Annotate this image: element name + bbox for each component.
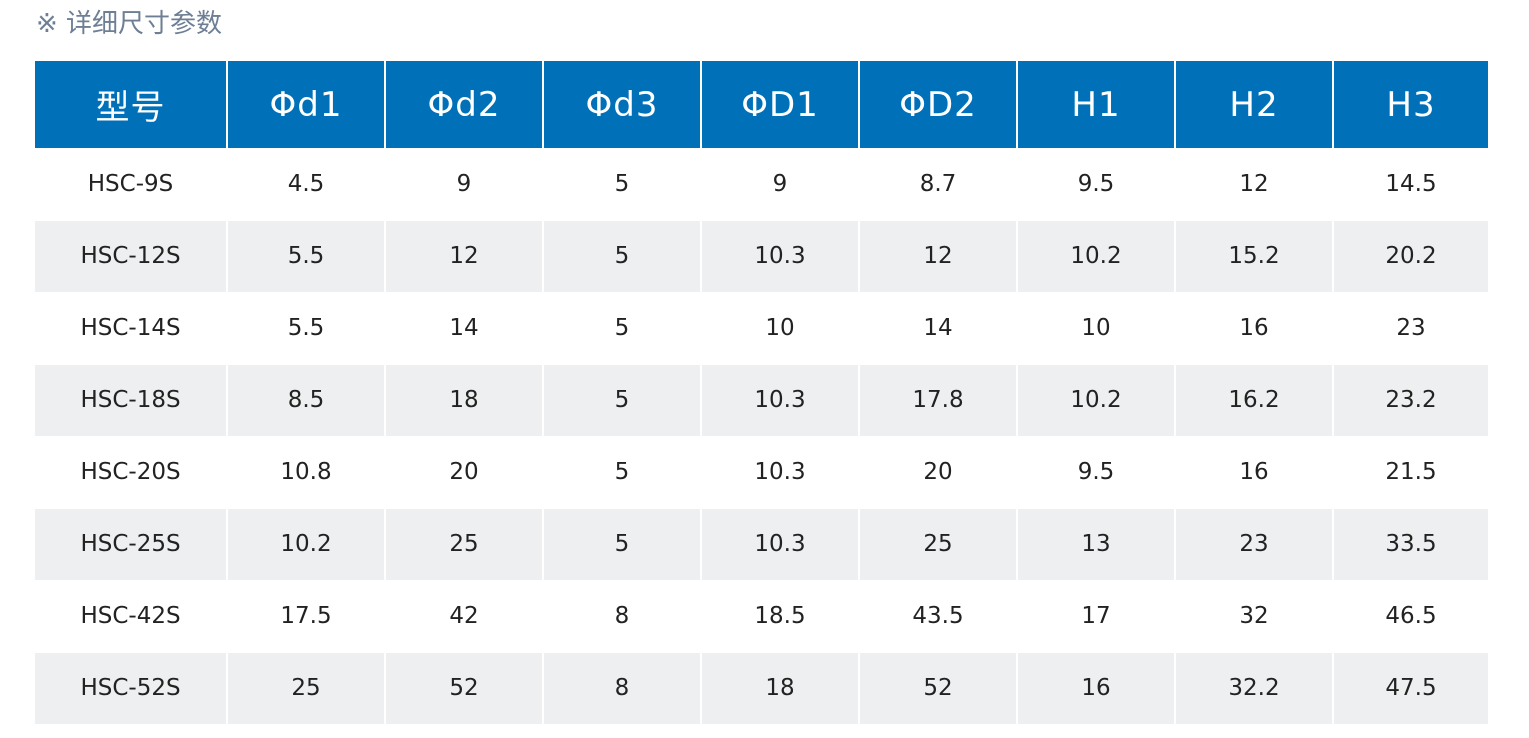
table-row: HSC-20S 10.8 20 5 10.3 20 9.5 16 21.5 [35,436,1488,508]
table-cell: 42 [384,580,543,652]
table-cell: 9 [700,148,859,220]
table-cell: 14 [858,292,1017,364]
header-cell-d1: Φd1 [226,61,385,148]
table-cell: 16 [1174,436,1333,508]
table-cell: 23 [1174,507,1333,581]
table-cell: 18.5 [700,580,859,652]
table-cell: 10.3 [700,363,859,437]
table-cell: 5 [542,436,701,508]
table-cell: 5 [542,292,701,364]
table-cell: HSC-25S [35,507,227,581]
header-cell-D1: ΦD1 [700,61,859,148]
table-cell: 8.7 [858,148,1017,220]
table-cell: 23.2 [1332,363,1488,437]
table-cell: HSC-18S [35,363,227,437]
table-cell: 10.8 [226,436,385,508]
header-cell-d2: Φd2 [384,61,543,148]
table-cell: 43.5 [858,580,1017,652]
table-cell: 16 [1016,651,1175,725]
table-row: HSC-9S 4.5 9 5 9 8.7 9.5 12 14.5 [35,148,1488,220]
table-cell: 17 [1016,580,1175,652]
table-cell: 9.5 [1016,148,1175,220]
table-cell: HSC-9S [35,148,227,220]
table-cell: 25 [226,651,385,725]
table-row: HSC-52S 25 52 8 18 52 16 32.2 47.5 [35,651,1488,725]
table-row: HSC-42S 17.5 42 8 18.5 43.5 17 32 46.5 [35,580,1488,652]
table-cell: 33.5 [1332,507,1488,581]
table-cell: 16.2 [1174,363,1333,437]
table-cell: 15.2 [1174,219,1333,293]
table-cell: 12 [1174,148,1333,220]
table-cell: 21.5 [1332,436,1488,508]
table-cell: 10.3 [700,219,859,293]
table-cell: 10.3 [700,507,859,581]
table-cell: 12 [384,219,543,293]
table-cell: 9.5 [1016,436,1175,508]
table-cell: 8 [542,580,701,652]
table-cell: 20 [858,436,1017,508]
table-cell: 25 [384,507,543,581]
table-cell: 16 [1174,292,1333,364]
table-header-row: 型号 Φd1 Φd2 Φd3 ΦD1 ΦD2 H1 H2 H3 [35,61,1488,148]
table-cell: 14.5 [1332,148,1488,220]
table-cell: 25 [858,507,1017,581]
table-cell: 10.2 [226,507,385,581]
header-cell-h1: H1 [1016,61,1175,148]
table-cell: 12 [858,219,1017,293]
table-cell: 32.2 [1174,651,1333,725]
table-cell: 17.8 [858,363,1017,437]
table-cell: 10.2 [1016,219,1175,293]
table-cell: 52 [858,651,1017,725]
table-cell: 10.2 [1016,363,1175,437]
table-cell: 18 [700,651,859,725]
header-cell-model: 型号 [35,61,227,148]
table-cell: 47.5 [1332,651,1488,725]
header-cell-d3: Φd3 [542,61,701,148]
table-cell: 8.5 [226,363,385,437]
table-cell: 20.2 [1332,219,1488,293]
table-cell: HSC-14S [35,292,227,364]
table-cell: HSC-42S [35,580,227,652]
table-row: HSC-25S 10.2 25 5 10.3 25 13 23 33.5 [35,507,1488,581]
header-cell-h2: H2 [1174,61,1333,148]
dimension-table: 型号 Φd1 Φd2 Φd3 ΦD1 ΦD2 H1 H2 H3 HSC-9S 4… [35,61,1488,725]
table-cell: 5 [542,148,701,220]
table-row: HSC-12S 5.5 12 5 10.3 12 10.2 15.2 20.2 [35,219,1488,293]
table-cell: 14 [384,292,543,364]
table-cell: 9 [384,148,543,220]
table-cell: 5 [542,507,701,581]
header-cell-h3: H3 [1332,61,1488,148]
table-cell: 10 [1016,292,1175,364]
table-cell: 20 [384,436,543,508]
table-cell: 8 [542,651,701,725]
table-cell: 5 [542,219,701,293]
table-cell: 5.5 [226,292,385,364]
table-cell: HSC-12S [35,219,227,293]
table-cell: 32 [1174,580,1333,652]
table-cell: 10.3 [700,436,859,508]
table-cell: 13 [1016,507,1175,581]
table-cell: 18 [384,363,543,437]
table-cell: 5.5 [226,219,385,293]
table-row: HSC-18S 8.5 18 5 10.3 17.8 10.2 16.2 23.… [35,363,1488,437]
table-cell: HSC-52S [35,651,227,725]
table-cell: 23 [1332,292,1488,364]
table-cell: 46.5 [1332,580,1488,652]
table-cell: 5 [542,363,701,437]
table-cell: 52 [384,651,543,725]
header-cell-D2: ΦD2 [858,61,1017,148]
table-row: HSC-14S 5.5 14 5 10 14 10 16 23 [35,292,1488,364]
table-cell: 17.5 [226,580,385,652]
table-cell: 4.5 [226,148,385,220]
table-cell: HSC-20S [35,436,227,508]
table-cell: 10 [700,292,859,364]
section-title: ※ 详细尺寸参数 [36,9,223,39]
